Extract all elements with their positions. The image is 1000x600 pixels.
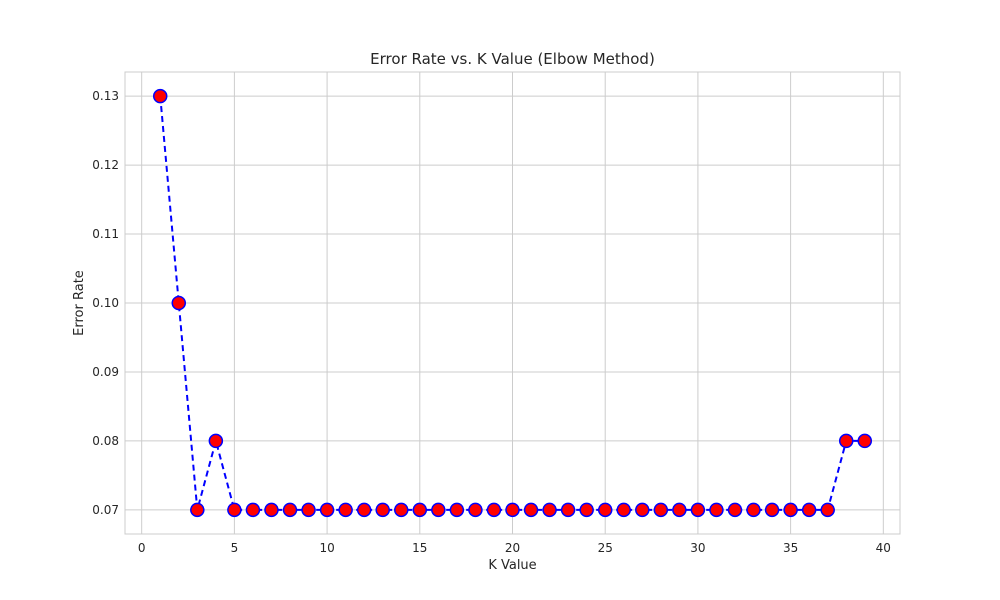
- data-point: [431, 502, 446, 518]
- data-point: [449, 502, 465, 518]
- x-tick-label: 20: [505, 541, 520, 555]
- y-tick-label: 0.08: [92, 434, 119, 448]
- data-point: [356, 502, 372, 518]
- y-tick-label: 0.09: [92, 365, 119, 379]
- data-point: [857, 433, 873, 449]
- data-point: [672, 502, 687, 518]
- x-tick-label: 15: [412, 541, 427, 555]
- x-tick-label: 40: [876, 541, 891, 555]
- data-point: [690, 502, 706, 518]
- x-axis-label: K Value: [488, 558, 536, 573]
- data-point: [152, 88, 168, 104]
- series-0: [152, 88, 873, 518]
- y-tick-label: 0.11: [92, 227, 119, 241]
- data-point: [282, 502, 298, 518]
- data-point: [227, 502, 242, 518]
- data-point: [783, 502, 798, 518]
- chart-title: Error Rate vs. K Value (Elbow Method): [370, 50, 655, 68]
- data-point: [412, 502, 428, 518]
- data-point: [375, 502, 390, 518]
- data-point: [542, 502, 557, 518]
- data-point: [171, 295, 187, 311]
- x-tick-label: 25: [598, 541, 613, 555]
- data-point: [801, 502, 817, 518]
- data-point: [468, 502, 483, 518]
- data-point: [486, 502, 502, 518]
- data-point: [523, 502, 539, 518]
- data-point: [727, 502, 743, 518]
- data-point: [579, 502, 594, 518]
- data-point: [319, 502, 335, 518]
- data-point: [394, 502, 409, 518]
- x-tick-label: 0: [138, 541, 146, 555]
- x-tick-label: 30: [690, 541, 705, 555]
- y-tick-label: 0.12: [92, 158, 119, 172]
- data-point: [820, 502, 835, 518]
- data-point: [597, 502, 613, 518]
- data-point: [245, 502, 261, 518]
- data-point: [301, 502, 316, 518]
- data-point: [264, 502, 279, 518]
- x-tick-label: 5: [231, 541, 239, 555]
- data-point: [505, 502, 520, 518]
- data-point: [208, 433, 224, 449]
- x-tick-label: 35: [783, 541, 798, 555]
- y-axis-label: Error Rate: [72, 270, 87, 336]
- y-tick-label: 0.13: [92, 89, 119, 103]
- data-point: [616, 502, 631, 518]
- data-point: [764, 502, 780, 518]
- data-point: [560, 502, 576, 518]
- data-point: [746, 502, 761, 518]
- y-tick-label: 0.10: [92, 296, 119, 310]
- data-point: [653, 502, 669, 518]
- data-point: [635, 502, 650, 518]
- data-point: [190, 502, 205, 518]
- data-point: [338, 502, 353, 518]
- data-point: [709, 502, 724, 518]
- y-tick-label: 0.07: [92, 503, 119, 517]
- data-point: [838, 433, 854, 449]
- x-tick-label: 10: [319, 541, 334, 555]
- tick-labels: 0 5 10 15 20 25 30 35 40 0.07 0.08 0.09 0.10 0.11 0.12…: [92, 89, 891, 555]
